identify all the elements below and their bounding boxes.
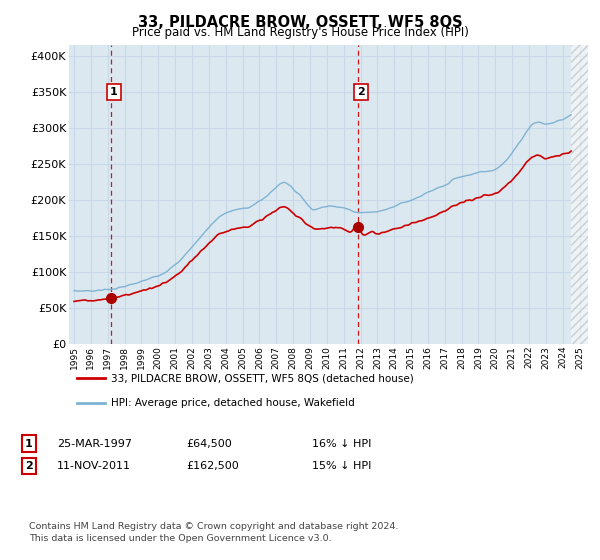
Text: £64,500: £64,500: [186, 438, 232, 449]
Text: 33, PILDACRE BROW, OSSETT, WF5 8QS: 33, PILDACRE BROW, OSSETT, WF5 8QS: [137, 15, 463, 30]
Bar: [571, 45, 588, 344]
Text: Contains HM Land Registry data © Crown copyright and database right 2024.
This d: Contains HM Land Registry data © Crown c…: [29, 522, 398, 543]
Text: Price paid vs. HM Land Registry's House Price Index (HPI): Price paid vs. HM Land Registry's House …: [131, 26, 469, 39]
Text: 25-MAR-1997: 25-MAR-1997: [57, 438, 132, 449]
Text: 33, PILDACRE BROW, OSSETT, WF5 8QS (detached house): 33, PILDACRE BROW, OSSETT, WF5 8QS (deta…: [110, 374, 413, 384]
Text: £162,500: £162,500: [186, 461, 239, 471]
Text: 11-NOV-2011: 11-NOV-2011: [57, 461, 131, 471]
Text: 2: 2: [25, 461, 32, 471]
Text: 2: 2: [357, 87, 365, 97]
Bar: [571, 45, 588, 344]
Text: 15% ↓ HPI: 15% ↓ HPI: [312, 461, 371, 471]
Text: 1: 1: [110, 87, 118, 97]
Text: HPI: Average price, detached house, Wakefield: HPI: Average price, detached house, Wake…: [110, 398, 354, 408]
Text: 16% ↓ HPI: 16% ↓ HPI: [312, 438, 371, 449]
Text: 1: 1: [25, 438, 32, 449]
